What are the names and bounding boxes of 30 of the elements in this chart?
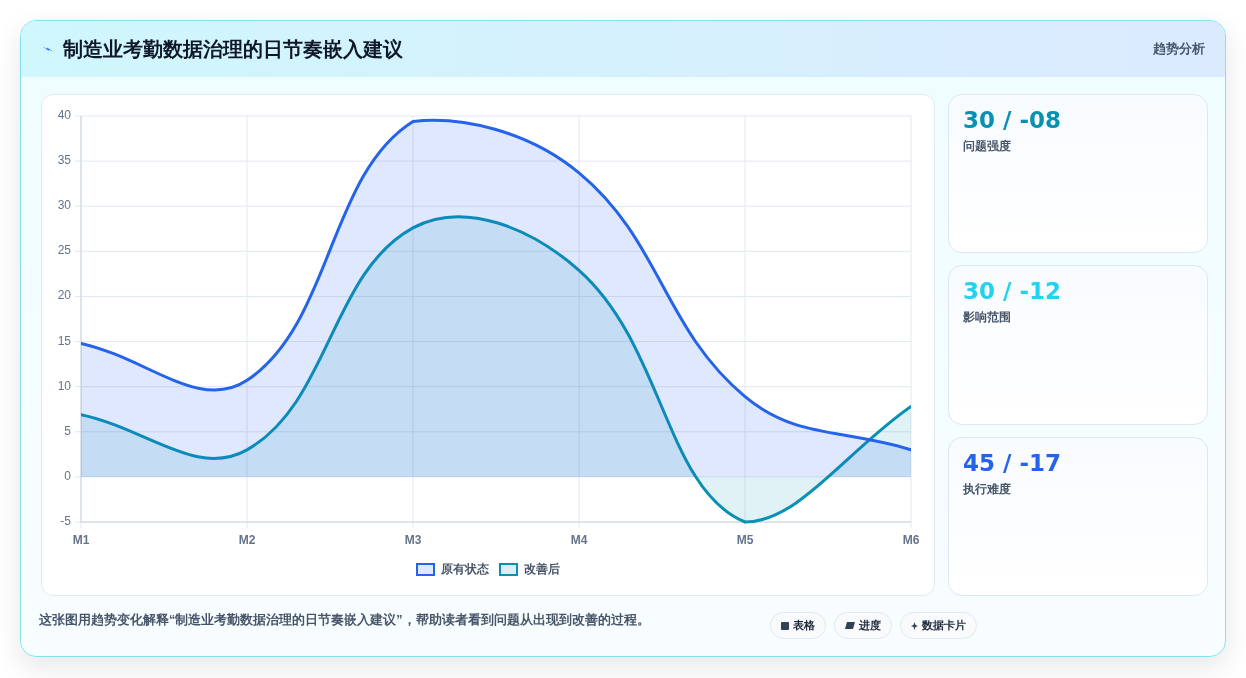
x-tick-label: M5 xyxy=(736,533,754,548)
category-label: 影响范围 xyxy=(963,309,1012,327)
y-tick-label: 10 xyxy=(57,378,72,393)
legend-label: 改善后 xyxy=(524,560,560,578)
chart-title: 制造业考勤数据治理的日节奏嵌入建议 xyxy=(63,36,403,62)
text: 趋势分析 xyxy=(1153,40,1205,58)
x-tick-label: M3 xyxy=(404,533,422,548)
x-tick-label: M6 xyxy=(902,533,920,548)
text: 表格 xyxy=(793,618,815,633)
x-tick-label: M4 xyxy=(570,533,588,548)
text: 30 / -12 xyxy=(963,278,1061,305)
text: 30 / -08 xyxy=(963,107,1061,133)
text: 这张图用趋势变化解释“制造业考勤数据治理的日节奏嵌入建议”，帮助读者看到问题从出现到改善的过程。 xyxy=(39,611,650,629)
text: 45 / -17 xyxy=(963,449,1061,476)
legend-label: 原有状态 xyxy=(441,560,489,578)
y-tick-label: 35 xyxy=(57,153,72,168)
category-label: 执行难度 xyxy=(963,480,1012,498)
y-tick-label: 25 xyxy=(57,243,72,258)
y-tick-label: 5 xyxy=(64,423,72,438)
text: 数据卡片 xyxy=(922,618,966,633)
y-tick-label: -5 xyxy=(60,514,72,529)
y-tick-label: 20 xyxy=(57,288,72,303)
category-label: 问题强度 xyxy=(963,138,1012,155)
text: 进度 xyxy=(859,618,881,633)
y-tick-label: 0 xyxy=(64,469,72,484)
y-tick-label: 15 xyxy=(57,333,72,348)
x-tick-label: M1 xyxy=(72,533,90,548)
y-tick-label: 30 xyxy=(57,198,72,213)
y-tick-label: 40 xyxy=(57,108,72,123)
x-tick-label: M2 xyxy=(238,533,256,548)
